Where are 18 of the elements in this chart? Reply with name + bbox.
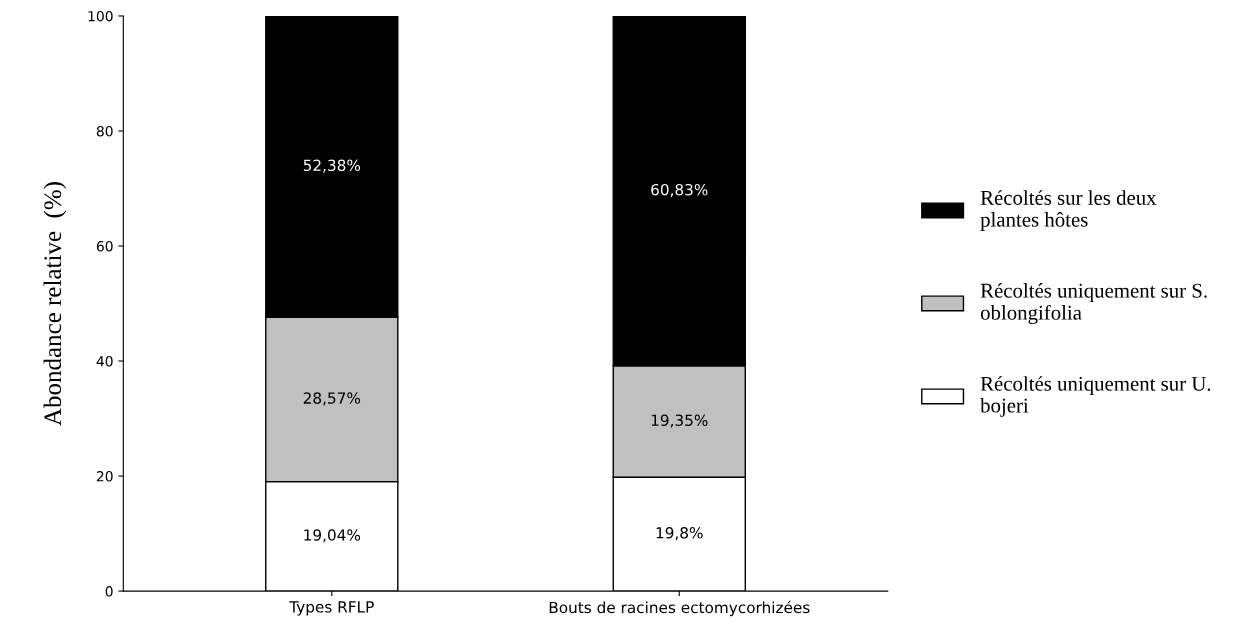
y-tick-label: 0 <box>105 586 113 597</box>
y-axis-title: Abondance relative (%) <box>43 182 67 426</box>
legend-label: Récoltés uniquement sur U. bojeri <box>980 376 1211 417</box>
x-tick-label: Bouts de racines ectomycorhizées <box>549 600 810 617</box>
data-label: 19,8% <box>656 527 703 541</box>
y-tick-label: 40 <box>96 356 113 367</box>
data-label: 19,04% <box>304 529 361 543</box>
y-tick-label: 80 <box>96 125 113 137</box>
legend-label: Récoltés uniquement sur S. oblongifolia <box>980 283 1207 325</box>
data-label: 28,57% <box>303 392 361 406</box>
data-label: 52,38% <box>303 159 361 173</box>
y-tick-label: 60 <box>96 240 113 252</box>
data-label: 19,35% <box>651 414 708 428</box>
y-tick-label: 100 <box>88 10 113 22</box>
x-tick-label: Types RFLP <box>289 601 374 616</box>
legend-label: Récoltés sur les deux plantes hôtes <box>980 190 1157 231</box>
y-tick-label: 20 <box>96 471 113 482</box>
data-label: 60,83% <box>651 183 708 197</box>
